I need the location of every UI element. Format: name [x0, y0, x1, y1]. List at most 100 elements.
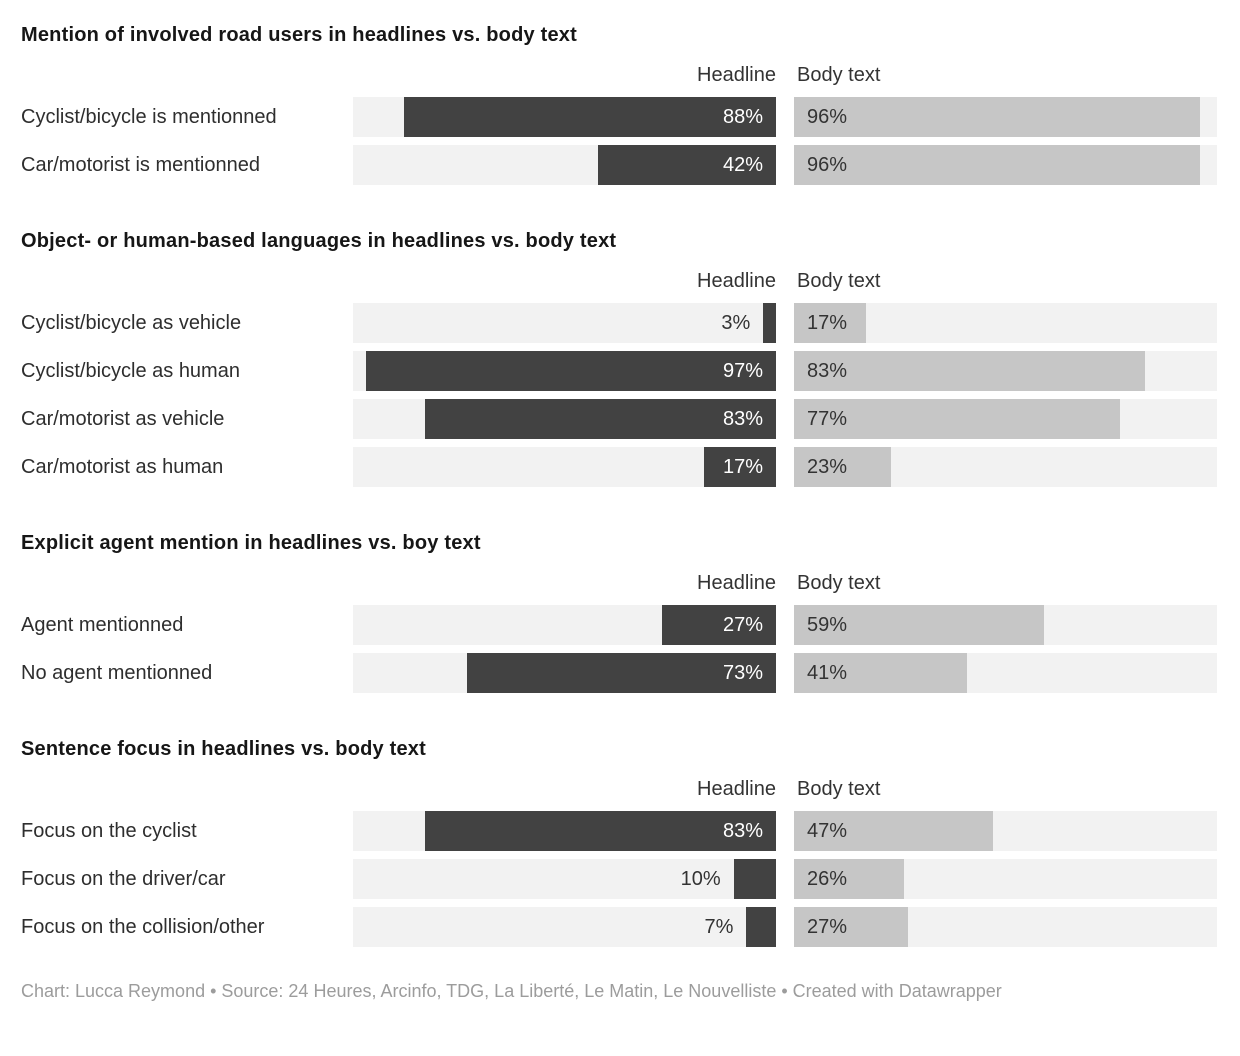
- row-label: Car/motorist as human: [21, 455, 224, 478]
- headline-track: 7%: [353, 907, 776, 947]
- headline-track: 17%: [353, 447, 776, 487]
- bodytext-track: 83%: [794, 351, 1217, 391]
- bodytext-bar: [794, 907, 909, 947]
- bodytext-bar: [794, 97, 1201, 137]
- table-row: Car/motorist as human 17% 23%: [21, 447, 1218, 487]
- bodytext-track: 77%: [794, 399, 1217, 439]
- bodytext-bar: [794, 653, 968, 693]
- bodytext-value: 83%: [807, 360, 848, 382]
- headline-bar: [704, 447, 776, 487]
- bodytext-track: 59%: [794, 605, 1217, 645]
- headline-bar: [746, 907, 776, 947]
- chart-section: Explicit agent mention in headlines vs. …: [21, 530, 1218, 693]
- headline-bar: [365, 351, 776, 391]
- row-label: Car/motorist as vehicle: [21, 407, 225, 430]
- headline-bar: [763, 303, 776, 343]
- table-row: Agent mentionned 27% 59%: [21, 605, 1218, 645]
- column-headers: Headline Body text: [21, 268, 1218, 294]
- chart-footer: Chart: Lucca Reymond • Source: 24 Heures…: [21, 981, 1002, 1001]
- column-header-bodytext: Body text: [797, 270, 881, 292]
- chart-section: Object- or human-based languages in head…: [21, 228, 1218, 487]
- headline-bar: [598, 145, 776, 185]
- headline-value: 7%: [704, 916, 734, 938]
- bodytext-value: 27%: [807, 916, 848, 938]
- row-label: Focus on the collision/other: [21, 915, 265, 938]
- row-label: Cyclist/bicycle as vehicle: [21, 311, 242, 334]
- row-label: Focus on the cyclist: [21, 819, 197, 842]
- column-headers: Headline Body text: [21, 570, 1218, 596]
- chart-sections: Mention of involved road users in headli…: [21, 22, 1218, 947]
- bodytext-value: 96%: [807, 154, 848, 176]
- bodytext-bar: [794, 399, 1120, 439]
- column-header-bodytext: Body text: [797, 778, 881, 800]
- headline-value: 27%: [722, 614, 763, 636]
- headline-bar: [424, 811, 776, 851]
- bodytext-track: 23%: [794, 447, 1217, 487]
- headline-track: 73%: [353, 653, 776, 693]
- row-label: Cyclist/bicycle as human: [21, 359, 240, 382]
- headline-track: 3%: [353, 303, 776, 343]
- bodytext-track: 41%: [794, 653, 1217, 693]
- headline-value: 73%: [722, 662, 763, 684]
- table-row: Focus on the collision/other 7% 27%: [21, 907, 1218, 947]
- bodytext-value: 41%: [807, 662, 848, 684]
- column-header-headline: Headline: [697, 64, 776, 86]
- bodytext-bar: [794, 859, 904, 899]
- headline-track: 42%: [353, 145, 776, 185]
- table-row: Car/motorist as vehicle 83% 77%: [21, 399, 1218, 439]
- section-title: Mention of involved road users in headli…: [21, 24, 577, 46]
- headline-track: 83%: [353, 399, 776, 439]
- headline-track: 88%: [353, 97, 776, 137]
- bodytext-bar: [794, 447, 892, 487]
- table-row: Cyclist/bicycle as human 97% 83%: [21, 351, 1218, 391]
- row-label: Agent mentionned: [21, 613, 184, 636]
- bodytext-bar: [794, 303, 866, 343]
- headline-value: 88%: [722, 106, 763, 128]
- chart-section: Sentence focus in headlines vs. body tex…: [21, 736, 1218, 947]
- column-headers: Headline Body text: [21, 62, 1218, 88]
- headline-track: 83%: [353, 811, 776, 851]
- section-title: Sentence focus in headlines vs. body tex…: [21, 738, 426, 760]
- bodytext-track: 47%: [794, 811, 1217, 851]
- chart-section: Mention of involved road users in headli…: [21, 22, 1218, 185]
- bodytext-value: 47%: [807, 820, 848, 842]
- row-label: Focus on the driver/car: [21, 867, 226, 890]
- bodytext-track: 96%: [794, 97, 1217, 137]
- table-row: Focus on the cyclist 83% 47%: [21, 811, 1218, 851]
- bodytext-bar: [794, 811, 993, 851]
- bodytext-track: 26%: [794, 859, 1217, 899]
- bodytext-value: 96%: [807, 106, 848, 128]
- table-row: Car/motorist is mentionned 42% 96%: [21, 145, 1218, 185]
- column-header-bodytext: Body text: [797, 64, 881, 86]
- headline-track: 97%: [353, 351, 776, 391]
- column-header-bodytext: Body text: [797, 572, 881, 594]
- table-row: No agent mentionned 73% 41%: [21, 653, 1218, 693]
- table-row: Focus on the driver/car 10% 26%: [21, 859, 1218, 899]
- headline-bar: [424, 399, 776, 439]
- section-title: Explicit agent mention in headlines vs. …: [21, 532, 481, 554]
- bodytext-value: 17%: [807, 312, 848, 334]
- bodytext-bar: [794, 145, 1201, 185]
- column-header-headline: Headline: [697, 270, 776, 292]
- bodytext-value: 59%: [807, 614, 848, 636]
- headline-bar: [467, 653, 776, 693]
- column-header-headline: Headline: [697, 572, 776, 594]
- bodytext-value: 77%: [807, 408, 848, 430]
- row-label: Cyclist/bicycle is mentionned: [21, 105, 277, 128]
- column-header-headline: Headline: [697, 778, 776, 800]
- section-title: Object- or human-based languages in head…: [21, 230, 617, 252]
- table-row: Cyclist/bicycle is mentionned 88% 96%: [21, 97, 1218, 137]
- column-headers: Headline Body text: [21, 776, 1218, 802]
- row-label: No agent mentionned: [21, 661, 213, 684]
- headline-bar: [661, 605, 776, 645]
- headline-track: 27%: [353, 605, 776, 645]
- bodytext-bar: [794, 351, 1146, 391]
- headline-value: 10%: [680, 868, 721, 890]
- bodytext-track: 96%: [794, 145, 1217, 185]
- headline-bar: [403, 97, 776, 137]
- headline-track: 10%: [353, 859, 776, 899]
- headline-value: 97%: [722, 360, 763, 382]
- headline-value: 83%: [722, 820, 763, 842]
- headline-value: 83%: [722, 408, 763, 430]
